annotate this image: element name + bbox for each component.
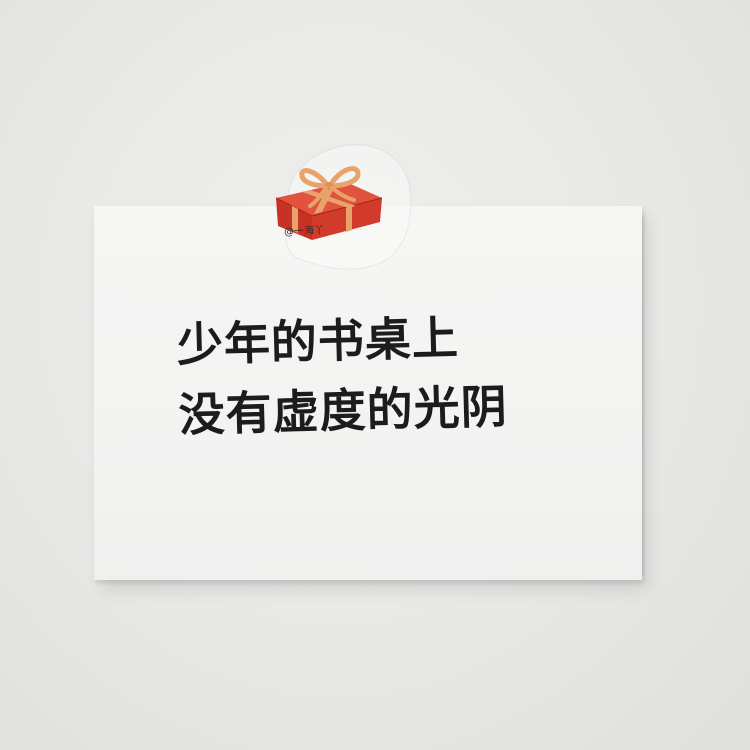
note-line-2: 没有虚度的光阴: [178, 379, 509, 442]
note-line-1: 少年的书桌上: [176, 310, 460, 372]
handwritten-note: 少年的书桌上 没有虚度的光阴: [176, 299, 600, 450]
sticker-signature: @一海丫: [283, 224, 325, 239]
gift-box-icon: [275, 144, 412, 270]
paper-note-card: 少年的书桌上 没有虚度的光阴: [94, 206, 645, 580]
gift-sticker: @一海丫: [266, 136, 418, 276]
